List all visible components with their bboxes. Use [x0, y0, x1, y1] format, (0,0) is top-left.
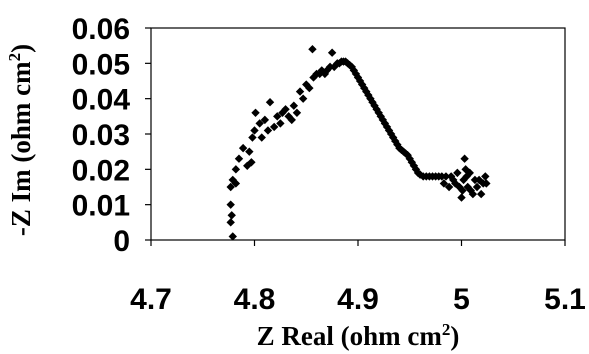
data-point	[463, 182, 472, 192]
x-axis-ticks: 4.7 4.8 4.9 5 5.1	[130, 240, 586, 316]
data-point	[250, 126, 259, 135]
data-point	[245, 147, 254, 156]
data-point	[287, 115, 296, 125]
data-point	[405, 154, 414, 163]
data-point	[281, 105, 290, 114]
data-point	[386, 129, 396, 139]
x-axis-title-end: )	[450, 321, 459, 351]
data-point	[458, 186, 467, 195]
data-point	[276, 119, 285, 128]
data-point	[257, 133, 266, 142]
data-point	[472, 182, 482, 192]
y-tick-label: 0.04	[72, 84, 131, 117]
data-point	[255, 119, 264, 128]
data-point	[263, 126, 273, 135]
data-point	[468, 189, 478, 199]
data-point	[289, 101, 299, 110]
data-point	[457, 193, 466, 202]
x-axis-title-main: Z Real (ohm cm	[257, 321, 443, 351]
data-point	[298, 94, 308, 103]
data-point	[247, 158, 256, 167]
data-point	[248, 133, 257, 142]
data-point	[292, 108, 302, 117]
data-point	[251, 108, 260, 117]
x-tick-label: 5.1	[544, 283, 586, 316]
data-point	[441, 172, 451, 181]
y-tick-label: 0.06	[72, 13, 130, 46]
data-series	[226, 45, 491, 241]
data-point	[368, 98, 377, 107]
data-point	[231, 165, 241, 174]
data-point	[226, 182, 235, 192]
y-tick-label: 0.01	[72, 190, 130, 223]
data-point	[327, 48, 337, 57]
data-point	[227, 211, 236, 220]
y-tick-label: 0.02	[72, 154, 130, 187]
data-point	[465, 168, 474, 178]
data-point	[305, 83, 314, 93]
x-axis-title: Z Real (ohm cm2)	[257, 320, 460, 351]
y-tick-label: 0	[113, 225, 130, 258]
data-point	[260, 115, 270, 125]
y-axis-ticks: 00.010.020.030.040.050.06	[72, 13, 151, 258]
data-point	[481, 172, 490, 181]
data-point	[265, 98, 275, 107]
x-axis-title-sup: 2	[442, 320, 451, 339]
y-tick-label: 0.03	[72, 119, 130, 152]
data-point	[228, 232, 237, 241]
data-point	[453, 168, 462, 178]
data-point	[231, 179, 241, 188]
x-tick-label: 5	[453, 283, 470, 316]
data-point	[370, 101, 379, 110]
data-point	[226, 200, 235, 209]
data-point	[455, 182, 464, 192]
data-point	[476, 189, 486, 199]
data-point	[295, 87, 305, 96]
y-axis-title-main: -Z Im (ohm cm	[6, 61, 36, 236]
plot-area	[150, 27, 566, 241]
y-tick-label: 0.05	[72, 48, 130, 81]
data-point	[234, 154, 244, 163]
data-point	[269, 122, 279, 132]
data-point	[238, 143, 248, 153]
x-tick-label: 4.9	[337, 283, 379, 316]
data-point	[308, 45, 317, 54]
x-tick-label: 4.8	[234, 283, 276, 316]
x-tick-label: 4.7	[130, 283, 172, 316]
data-point	[360, 83, 369, 93]
y-axis-title-sup: 2	[5, 53, 24, 62]
y-axis-title-end: )	[6, 44, 36, 53]
data-point	[460, 154, 469, 163]
data-point	[439, 179, 449, 188]
y-axis-title: -Z Im (ohm cm2)	[5, 44, 36, 236]
data-point	[273, 112, 282, 121]
data-point	[482, 179, 491, 188]
data-point	[315, 69, 324, 79]
data-point	[444, 182, 454, 192]
data-point	[226, 218, 235, 227]
data-point	[362, 87, 371, 96]
